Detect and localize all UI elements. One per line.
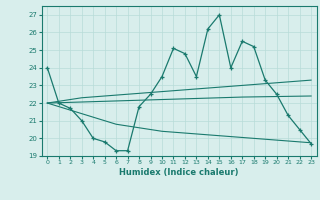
X-axis label: Humidex (Indice chaleur): Humidex (Indice chaleur) [119,168,239,177]
